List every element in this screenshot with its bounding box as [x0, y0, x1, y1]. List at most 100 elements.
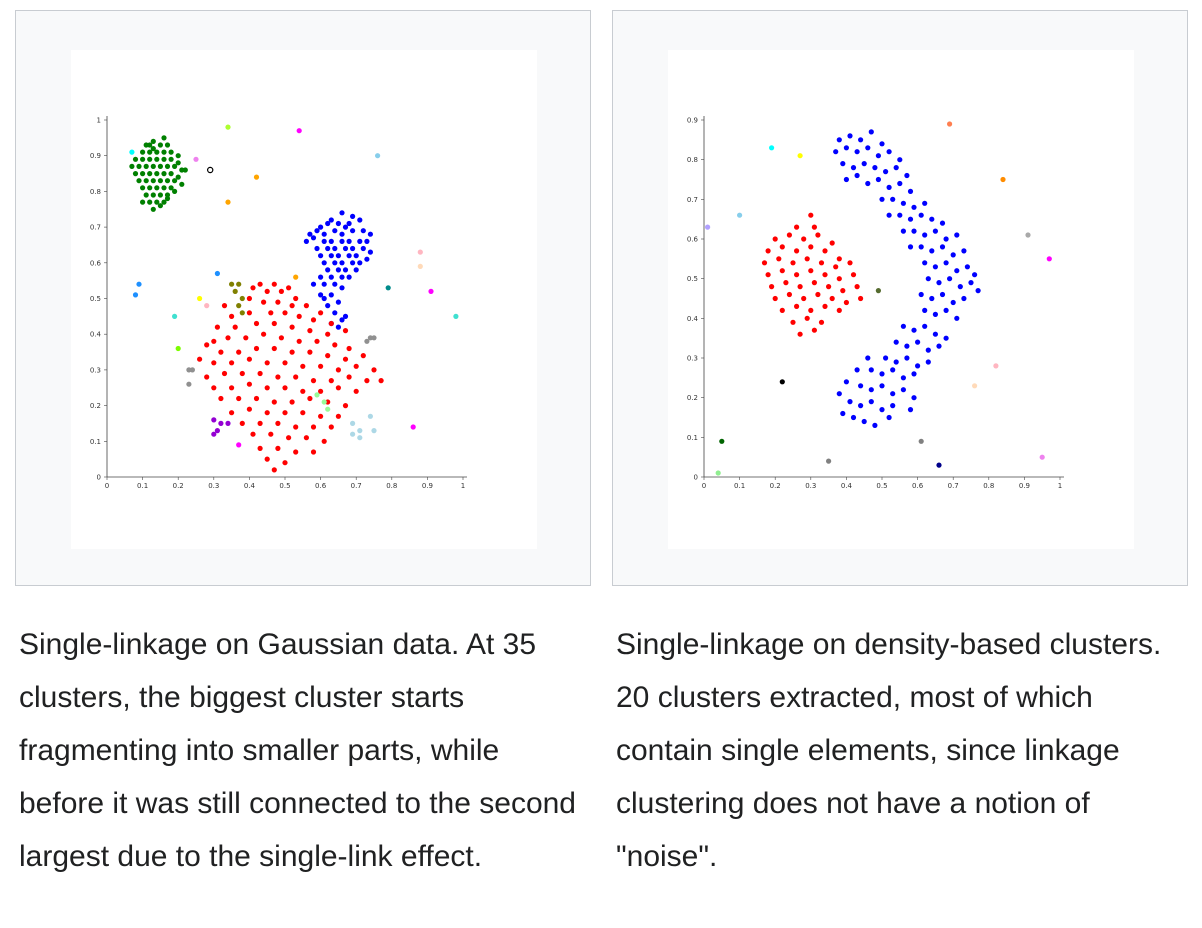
- data-point-cluster-1: [829, 295, 835, 302]
- data-point-cluster-11: [193, 156, 199, 162]
- data-point-cluster-0: [900, 387, 906, 393]
- data-point-cluster-0: [883, 355, 889, 361]
- data-point-cluster-0: [157, 178, 163, 184]
- data-point-cluster-2: [278, 288, 284, 294]
- data-point-cluster-1: [335, 299, 341, 305]
- data-point-cluster-0: [140, 199, 146, 205]
- y-tick-label: 0.4: [90, 331, 102, 339]
- data-point-cluster-0: [172, 188, 178, 194]
- data-point-cluster-2: [246, 356, 252, 362]
- data-point-cluster-0: [872, 165, 878, 171]
- data-point-cluster-2: [296, 338, 302, 344]
- y-tick-label: 0.3: [90, 366, 101, 374]
- data-point-cluster-0: [150, 192, 156, 198]
- data-point-cluster-0: [918, 291, 924, 298]
- data-point-cluster-0: [157, 192, 163, 198]
- data-point-cluster-2: [211, 360, 217, 366]
- data-point-cluster-0: [890, 391, 896, 397]
- data-point-cluster-0: [893, 359, 899, 365]
- data-point-cluster-0: [943, 236, 949, 242]
- data-point-cluster-0: [890, 367, 896, 373]
- data-point-cluster-1: [325, 245, 331, 252]
- data-point-cluster-19: [204, 303, 210, 309]
- data-point-cluster-0: [929, 248, 935, 254]
- data-point-cluster-0: [875, 153, 881, 159]
- data-point-cluster-12: [972, 383, 978, 389]
- data-point-cluster-0: [911, 395, 917, 401]
- data-point-cluster-4: [229, 281, 235, 287]
- data-point-cluster-2: [225, 335, 231, 341]
- data-point-cluster-0: [907, 188, 914, 194]
- data-point-cluster-2: [342, 328, 349, 334]
- data-point-cluster-0: [150, 146, 156, 152]
- data-point-cluster-10: [410, 424, 416, 430]
- data-point-cluster-0: [847, 399, 853, 405]
- data-point-cluster-2: [275, 445, 281, 451]
- data-point-cluster-2: [229, 385, 235, 391]
- data-point-cluster-0: [168, 185, 174, 191]
- data-point-cluster-0: [164, 142, 171, 148]
- data-point-cluster-1: [332, 228, 338, 234]
- data-point-cluster-2: [232, 324, 238, 330]
- data-point-cluster-2: [214, 324, 220, 330]
- data-point-cluster-2: [342, 403, 349, 409]
- data-point-cluster-0: [161, 199, 167, 205]
- data-point-cluster-4: [236, 303, 242, 309]
- data-point-cluster-2: [257, 445, 263, 451]
- data-point-cluster-1: [318, 274, 324, 280]
- data-point-cluster-1: [335, 220, 341, 227]
- data-point-cluster-1: [346, 274, 352, 280]
- data-point-cluster-1: [332, 245, 338, 252]
- data-point-cluster-2: [218, 395, 224, 402]
- data-point-cluster-1: [303, 238, 309, 244]
- data-point-cluster-2: [264, 456, 270, 462]
- data-point-cluster-6: [371, 428, 377, 434]
- data-point-cluster-1: [332, 310, 338, 316]
- data-point-cluster-1: [822, 272, 828, 278]
- data-point-cluster-1: [858, 295, 864, 302]
- data-point-cluster-1: [811, 224, 817, 230]
- data-point-cluster-0: [911, 228, 917, 234]
- data-point-cluster-2: [264, 288, 270, 294]
- data-point-cluster-0: [915, 339, 921, 345]
- x-tick-label: 0.4: [841, 482, 853, 490]
- data-point-cluster-2: [314, 338, 320, 344]
- data-point-cluster-1: [346, 238, 352, 244]
- data-point-cluster-2: [271, 345, 277, 352]
- data-point-cluster-0: [922, 200, 928, 206]
- data-point-cluster-0: [136, 178, 142, 184]
- data-point-cluster-1: [353, 253, 359, 259]
- data-point-cluster-7: [321, 399, 327, 405]
- data-point-cluster-0: [865, 145, 871, 151]
- data-point-cluster-1: [836, 276, 842, 282]
- data-point-cluster-0: [140, 156, 146, 162]
- y-tick-label: 0.6: [687, 236, 699, 244]
- data-point-cluster-2: [275, 299, 281, 305]
- data-point-cluster-19: [417, 249, 423, 255]
- data-point-cluster-2: [353, 363, 359, 369]
- data-point-cluster-2: [360, 353, 366, 359]
- data-point-cluster-1: [815, 232, 821, 238]
- data-point-cluster-0: [858, 403, 864, 409]
- data-point-cluster-1: [310, 281, 317, 287]
- data-point-cluster-2: [300, 363, 306, 369]
- data-point-cluster-0: [143, 163, 149, 169]
- data-point-cluster-4: [232, 288, 238, 294]
- data-point-cluster-2: [257, 420, 263, 426]
- x-tick-label: 0.6: [315, 482, 327, 490]
- data-point-cluster-0: [843, 176, 849, 183]
- data-point-cluster-0: [893, 339, 899, 345]
- data-point-cluster-2: [268, 310, 274, 316]
- data-point-cluster-1: [335, 267, 341, 273]
- data-point-cluster-0: [850, 165, 857, 171]
- data-point-cluster-1: [811, 327, 817, 333]
- data-point-cluster-2: [325, 331, 331, 337]
- data-point-cluster-2: [271, 281, 277, 287]
- data-point-cluster-2: [335, 413, 341, 419]
- data-point-cluster-4: [239, 295, 245, 302]
- data-point-cluster-10: [296, 128, 302, 134]
- data-point-cluster-1: [346, 253, 352, 259]
- data-point-cluster-0: [147, 142, 153, 148]
- x-tick-label: 0.5: [876, 482, 887, 490]
- data-point-cluster-2: [271, 467, 277, 473]
